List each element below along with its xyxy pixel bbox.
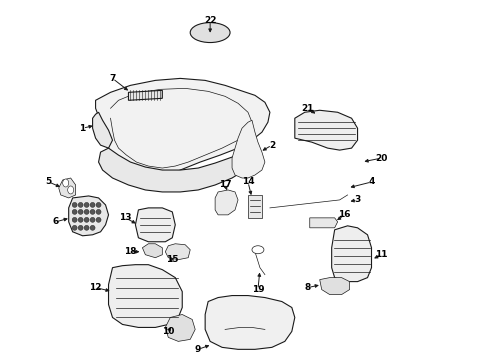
Text: 22: 22: [204, 16, 217, 25]
Circle shape: [84, 217, 89, 222]
Polygon shape: [108, 265, 182, 328]
Circle shape: [84, 210, 89, 214]
Text: 13: 13: [119, 213, 132, 222]
Circle shape: [90, 210, 95, 214]
Polygon shape: [248, 195, 262, 218]
Circle shape: [84, 225, 89, 230]
Circle shape: [78, 210, 83, 214]
Ellipse shape: [68, 186, 74, 194]
Text: 11: 11: [375, 250, 388, 259]
Text: 6: 6: [52, 217, 59, 226]
Circle shape: [90, 202, 95, 207]
Circle shape: [72, 225, 77, 230]
Text: 9: 9: [195, 345, 201, 354]
Circle shape: [72, 202, 77, 207]
Text: 7: 7: [109, 74, 116, 83]
Text: 3: 3: [354, 195, 361, 204]
Polygon shape: [96, 78, 270, 175]
Text: 18: 18: [124, 247, 137, 256]
Polygon shape: [165, 315, 195, 341]
Circle shape: [96, 217, 101, 222]
Circle shape: [96, 210, 101, 214]
Text: 12: 12: [89, 283, 102, 292]
Polygon shape: [98, 145, 255, 192]
Polygon shape: [332, 226, 371, 282]
Circle shape: [78, 217, 83, 222]
Circle shape: [90, 225, 95, 230]
Polygon shape: [59, 178, 75, 198]
Text: 14: 14: [242, 177, 254, 186]
Polygon shape: [215, 190, 238, 215]
Polygon shape: [295, 110, 358, 150]
Text: 1: 1: [79, 124, 86, 133]
Text: 4: 4: [368, 177, 375, 186]
Polygon shape: [232, 120, 265, 178]
Polygon shape: [93, 112, 113, 148]
Polygon shape: [143, 244, 162, 258]
Text: 16: 16: [339, 210, 351, 219]
Ellipse shape: [252, 246, 264, 254]
Circle shape: [78, 225, 83, 230]
Text: 15: 15: [166, 255, 178, 264]
Polygon shape: [165, 244, 190, 260]
Text: 20: 20: [375, 154, 388, 163]
Ellipse shape: [190, 23, 230, 42]
Circle shape: [78, 202, 83, 207]
Polygon shape: [69, 196, 108, 236]
Polygon shape: [205, 296, 295, 349]
Text: 10: 10: [162, 327, 174, 336]
Text: 5: 5: [46, 177, 52, 186]
Text: 21: 21: [301, 104, 314, 113]
Ellipse shape: [63, 179, 69, 187]
Text: 17: 17: [219, 180, 231, 189]
Polygon shape: [310, 218, 338, 228]
Circle shape: [96, 202, 101, 207]
Circle shape: [84, 202, 89, 207]
Circle shape: [90, 217, 95, 222]
Polygon shape: [128, 90, 162, 100]
Polygon shape: [319, 278, 349, 294]
Circle shape: [72, 210, 77, 214]
Text: 2: 2: [269, 141, 275, 150]
Circle shape: [72, 217, 77, 222]
Text: 8: 8: [305, 283, 311, 292]
Polygon shape: [135, 208, 175, 242]
Text: 19: 19: [252, 285, 264, 294]
